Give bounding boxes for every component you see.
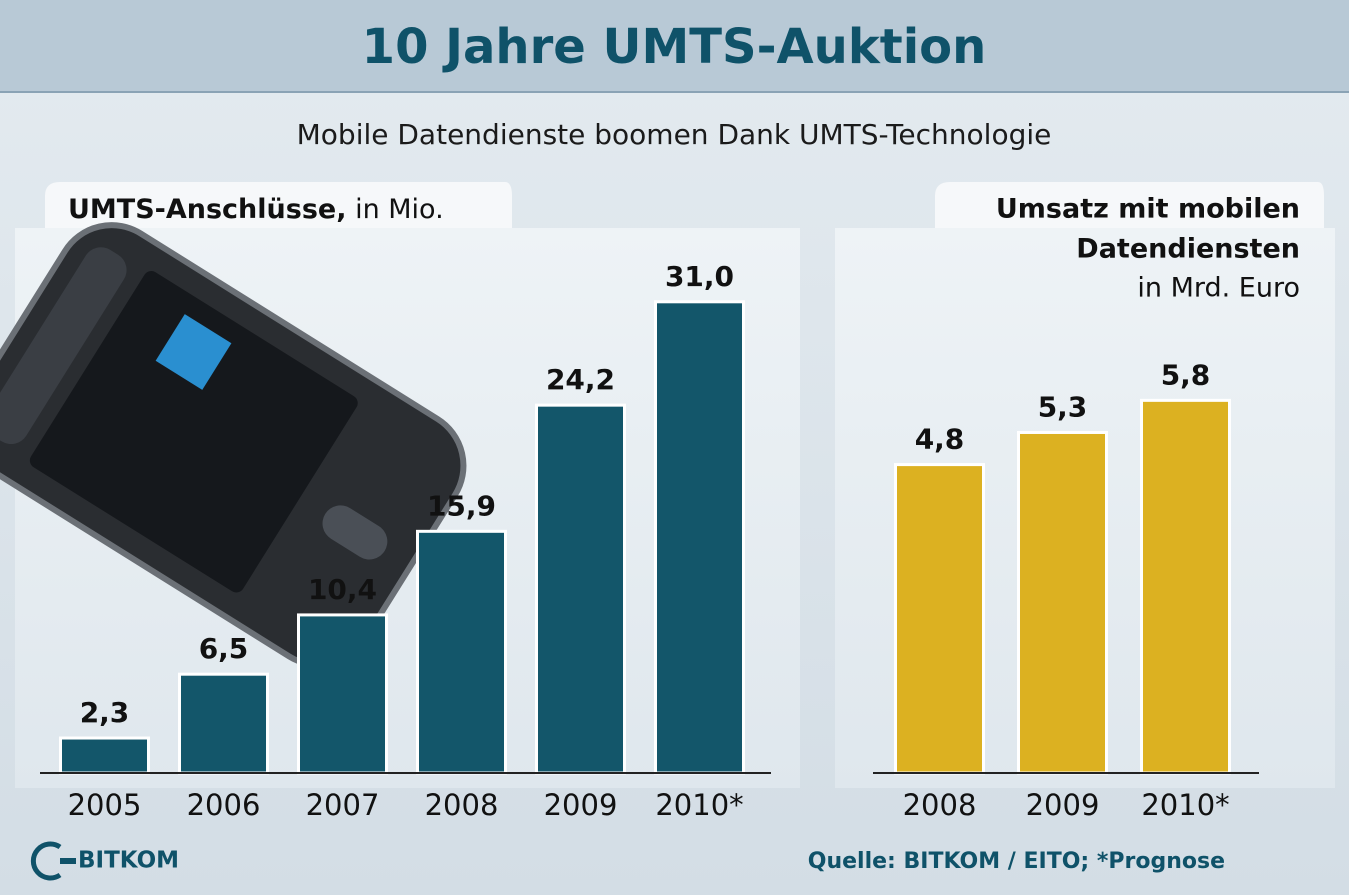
- chart-unit: in Mio.: [355, 194, 444, 225]
- bar: [418, 531, 506, 773]
- chart-unit: in Mrd. Euro: [1137, 273, 1300, 304]
- left-chart-title: UMTS-Anschlüsse, in Mio.: [68, 194, 444, 225]
- logo-text: BITKOM: [78, 848, 179, 874]
- bar: [180, 674, 268, 773]
- value-label: 31,0: [665, 260, 734, 293]
- x-tick-label: 2010*: [1141, 788, 1229, 822]
- x-tick-label: 2010*: [655, 788, 743, 822]
- x-tick-label: 2009: [1026, 788, 1100, 822]
- chart-title: UMTS-Anschlüsse,: [68, 194, 346, 225]
- bar: [537, 405, 625, 773]
- value-label: 24,2: [546, 363, 615, 396]
- value-label: 4,8: [915, 423, 965, 456]
- bar: [896, 465, 984, 773]
- chart-title: Umsatz mit mobilen: [996, 194, 1300, 225]
- title: 10 Jahre UMTS-Auktion: [362, 19, 987, 75]
- x-tick-label: 2006: [187, 788, 261, 822]
- bar: [299, 615, 387, 773]
- x-tick-label: 2009: [544, 788, 618, 822]
- x-tick-label: 2008: [425, 788, 499, 822]
- x-tick-label: 2007: [306, 788, 380, 822]
- value-label: 6,5: [199, 632, 249, 665]
- bar: [61, 738, 149, 773]
- bar: [1019, 432, 1107, 773]
- value-label: 5,8: [1161, 358, 1211, 391]
- source: Quelle: BITKOM / EITO; *Prognose: [808, 849, 1225, 874]
- bar: [1142, 400, 1230, 773]
- value-label: 10,4: [308, 573, 377, 606]
- value-label: 2,3: [80, 696, 130, 729]
- bar: [656, 302, 744, 773]
- value-label: 5,3: [1038, 390, 1088, 423]
- x-tick-label: 2008: [903, 788, 977, 822]
- value-label: 15,9: [427, 489, 496, 522]
- chart-title: Datendiensten: [1076, 234, 1300, 265]
- infographic: 10 Jahre UMTS-Auktion Mobile Datendienst…: [0, 0, 1349, 895]
- subtitle: Mobile Datendienste boomen Dank UMTS-Tec…: [297, 118, 1052, 151]
- x-tick-label: 2005: [68, 788, 142, 822]
